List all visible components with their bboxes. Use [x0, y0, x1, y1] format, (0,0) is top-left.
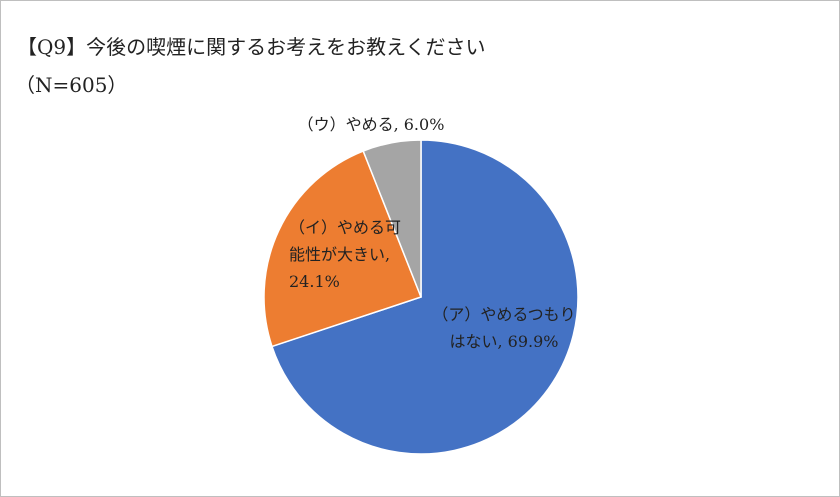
pie-slice [271, 139, 579, 455]
data-label: （ウ）やめる, 6.0% [297, 115, 445, 134]
chart-title: 【Q9】今後の喫煙に関するお考えをお教えください [17, 35, 486, 59]
data-label: （ア）やめるつもりはない, 69.9% [432, 305, 576, 351]
chart-subtitle: （N=605） [15, 73, 128, 97]
data-label: （イ）やめる可能性が大きい, 24.1% [289, 218, 402, 291]
pie-slice [362, 139, 422, 298]
